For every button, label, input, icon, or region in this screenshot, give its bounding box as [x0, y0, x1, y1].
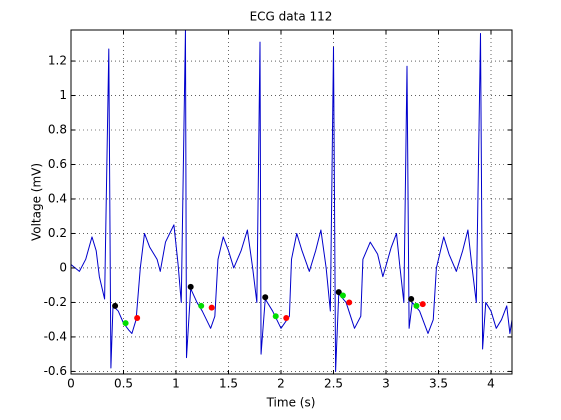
x-tick-label: 1.5: [219, 377, 238, 391]
y-tick-label: 0: [59, 260, 67, 274]
y-tick-label: 1: [59, 88, 67, 102]
data-layer: [71, 30, 512, 372]
marker: [339, 292, 346, 299]
x-tick-label: 1: [172, 377, 180, 391]
marker: [283, 314, 290, 321]
axes-box: [70, 29, 513, 375]
y-tick-label: -0.2: [44, 295, 67, 309]
y-tick-label: -0.6: [44, 364, 67, 378]
y-tick-label: 0.8: [48, 123, 67, 137]
y-tick-label: 1.2: [48, 54, 67, 68]
marker: [112, 302, 119, 309]
y-tick-label: 0.2: [48, 226, 67, 240]
x-tick-label: 2.5: [324, 377, 343, 391]
marker: [187, 283, 194, 290]
tick-layer: 0 0.5 1 1.5 2 2.5 3 3.5 4 -0.6 -0.4 -0.2 0 0.2 0.4 0.6 0…: [44, 30, 512, 391]
x-tick-label: 3: [382, 377, 390, 391]
chart-title: ECG data 112: [250, 10, 333, 24]
marker: [122, 320, 129, 327]
x-tick-label: 2: [277, 377, 285, 391]
y-tick-label: 0.6: [48, 157, 67, 171]
x-tick-label: 0.5: [114, 377, 133, 391]
marker: [208, 304, 215, 311]
x-axis-label: Time (s): [266, 396, 316, 410]
marker: [198, 302, 205, 309]
marker: [335, 289, 342, 296]
plot-area: [71, 30, 512, 374]
marker: [134, 314, 141, 321]
marker: [272, 313, 279, 320]
marker: [408, 295, 415, 302]
y-axis-label: Voltage (mV): [30, 163, 44, 241]
x-tick-label: 0: [67, 377, 75, 391]
marker: [346, 299, 353, 306]
x-tick-label: 3.5: [429, 377, 448, 391]
y-tick-label: -0.4: [44, 329, 67, 343]
marker: [419, 301, 426, 308]
marker: [413, 302, 420, 309]
x-tick-label: 4: [487, 377, 495, 391]
y-tick-label: 0.4: [48, 191, 67, 205]
marker: [262, 294, 269, 301]
